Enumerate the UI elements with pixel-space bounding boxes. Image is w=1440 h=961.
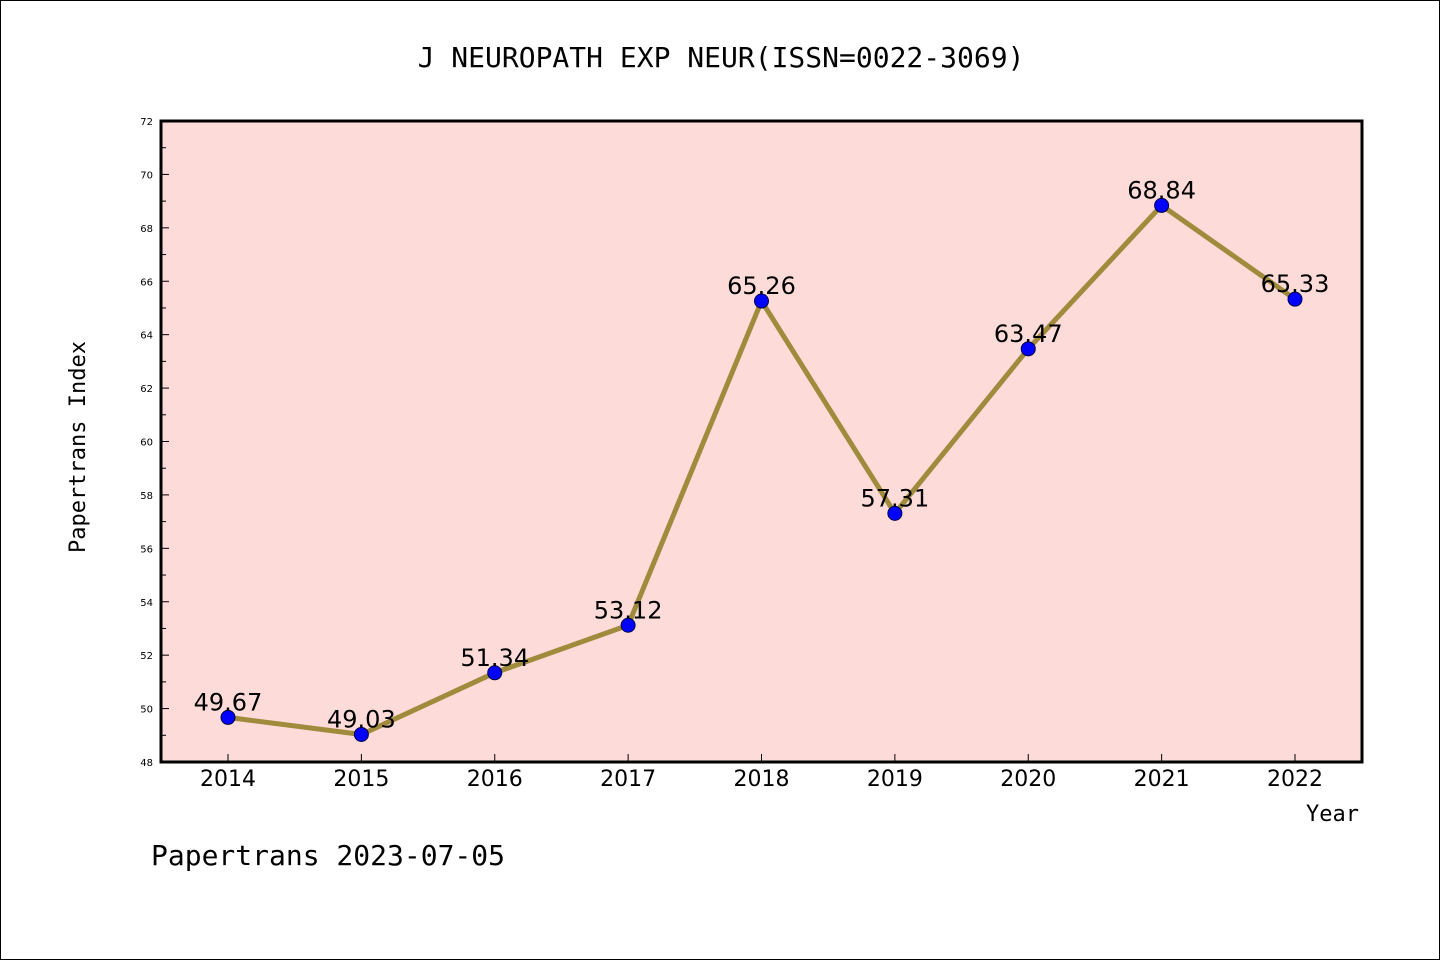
data-labels: 49.67 49.03 51.34 53.12 65.26 57.31 63.47 68.84… [194, 176, 1330, 733]
x-tick-label: 2022 [1267, 767, 1323, 792]
plot-area [161, 121, 1362, 762]
y-axis-label: Papertrans Index [66, 341, 91, 553]
y-tick-label: 70 [140, 170, 153, 181]
data-label: 68.84 [1127, 176, 1196, 204]
x-tick-label: 2021 [1134, 767, 1190, 792]
y-tick-label: 52 [140, 651, 153, 662]
x-axis-ticks: 2014 2015 2016 2017 2018 2019 2020 2021 2022 [200, 754, 1323, 792]
x-tick-label: 2019 [867, 767, 923, 792]
y-tick-label: 60 [140, 438, 153, 449]
x-tick-label: 2018 [734, 767, 790, 792]
x-tick-label: 2017 [600, 767, 656, 792]
y-tick-label: 56 [140, 544, 153, 555]
data-point [487, 665, 503, 681]
y-tick-label: 58 [140, 491, 153, 502]
y-tick-label: 54 [140, 598, 153, 609]
data-point [620, 617, 636, 633]
data-point [353, 726, 369, 742]
chart-title: J NEUROPATH EXP NEUR(ISSN=0022-3069) [418, 41, 1025, 74]
x-tick-label: 2015 [333, 767, 389, 792]
data-label: 65.33 [1261, 270, 1330, 298]
data-label: 49.03 [327, 705, 396, 733]
data-point [1154, 197, 1170, 213]
data-label: 65.26 [727, 272, 796, 300]
data-point [1020, 341, 1036, 357]
data-point [1287, 291, 1303, 307]
y-tick-label: 72 [140, 117, 153, 128]
data-point [754, 293, 769, 309]
footer-text: Papertrans 2023-07-05 [151, 839, 505, 872]
y-tick-label: 48 [140, 758, 153, 769]
y-tick-label: 68 [140, 224, 153, 235]
series-markers [220, 197, 1303, 742]
x-tick-label: 2016 [467, 767, 523, 792]
data-label: 51.34 [460, 644, 529, 672]
data-point [887, 505, 903, 521]
y-tick-label: 50 [140, 705, 153, 716]
x-tick-label: 2020 [1000, 767, 1056, 792]
x-axis-label: Year [1306, 802, 1359, 827]
data-label: 57.31 [861, 484, 930, 512]
data-label: 49.67 [194, 688, 263, 716]
y-tick-label: 62 [140, 384, 153, 395]
y-tick-label: 66 [140, 277, 153, 288]
plot-border [159, 119, 1364, 764]
x-tick-label: 2014 [200, 767, 256, 792]
y-tick-label: 64 [140, 331, 153, 342]
data-point [220, 709, 236, 725]
data-label: 63.47 [994, 320, 1063, 348]
data-label: 53.12 [594, 596, 663, 624]
